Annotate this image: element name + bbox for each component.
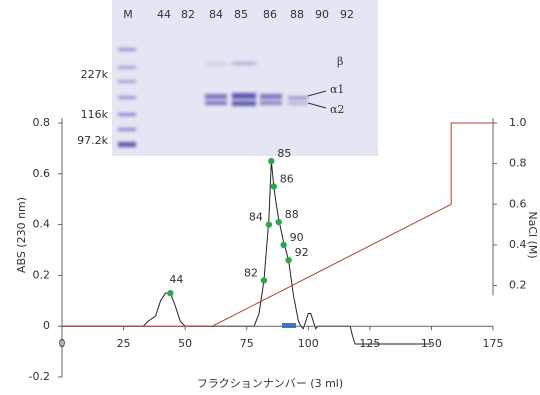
point-label: 88 (285, 208, 299, 221)
point (280, 242, 286, 248)
lane-label: 84 (209, 8, 223, 21)
x-axis-label: フラクションナンバー (3 ml) (197, 377, 343, 390)
lane-label: 88 (290, 8, 304, 21)
x-tick-label: 50 (178, 337, 192, 350)
point (261, 277, 267, 283)
point (167, 290, 173, 296)
point (271, 183, 277, 189)
x-tick-label: 75 (240, 337, 254, 350)
band-label: α2 (330, 103, 344, 116)
y-tick-label: 0 (43, 319, 50, 332)
y-tick-label: 0.6 (33, 167, 51, 180)
x-tick-label: 100 (298, 337, 319, 350)
pool-marker (282, 323, 296, 328)
x-tick-label: 125 (359, 337, 380, 350)
point (266, 221, 272, 227)
point (285, 257, 291, 263)
point-label: 84 (249, 211, 263, 224)
y-tick-label: 0.4 (33, 218, 51, 231)
lane-label: 90 (315, 8, 329, 21)
lane-label: 86 (263, 8, 277, 21)
lane-label: 92 (340, 8, 354, 21)
lane-label: 85 (234, 8, 248, 21)
point-label: 86 (280, 173, 294, 186)
point (276, 219, 282, 225)
x-tick-label: 0 (59, 337, 66, 350)
point-label: 85 (277, 147, 291, 160)
lane-label: M (123, 8, 133, 21)
x-tick-label: 25 (117, 337, 131, 350)
marker-label: 227k (81, 68, 109, 81)
x-tick-label: 150 (421, 337, 442, 350)
band-label: β (337, 55, 343, 68)
point-label: 82 (244, 266, 258, 279)
x-tick-label: 175 (483, 337, 504, 350)
band-label: α1 (330, 83, 344, 96)
lane-label: 82 (181, 8, 195, 21)
y2-axis-label: NaCl (M) (526, 211, 539, 258)
chart: -0.2 0 0.2 0.4 0.6 0.8 0.2 0.4 0.6 0.8 1.0 0 25 50 75 1… (0, 0, 540, 395)
y2-tick-label: 0.8 (509, 157, 527, 170)
point-label: 90 (290, 231, 304, 244)
y-tick-label: -0.2 (29, 370, 50, 383)
gel-image (112, 0, 378, 156)
y2-tick-label: 0.4 (509, 238, 527, 251)
y-tick-label: 0.8 (33, 116, 51, 129)
y-axis-label: ABS (230 nm) (15, 197, 28, 273)
lane-label: 44 (157, 8, 171, 21)
marker-label: 97.2k (77, 134, 108, 147)
point-label: 92 (295, 246, 309, 259)
y2-tick-label: 0.2 (509, 279, 527, 292)
line (62, 161, 431, 344)
marker-label: 116k (81, 108, 109, 121)
y2-tick-label: 0.6 (509, 197, 527, 210)
point (268, 158, 274, 164)
y2-tick-label: 1.0 (509, 116, 527, 129)
point-label: 44 (169, 273, 183, 286)
y-tick-label: 0.2 (33, 268, 51, 281)
